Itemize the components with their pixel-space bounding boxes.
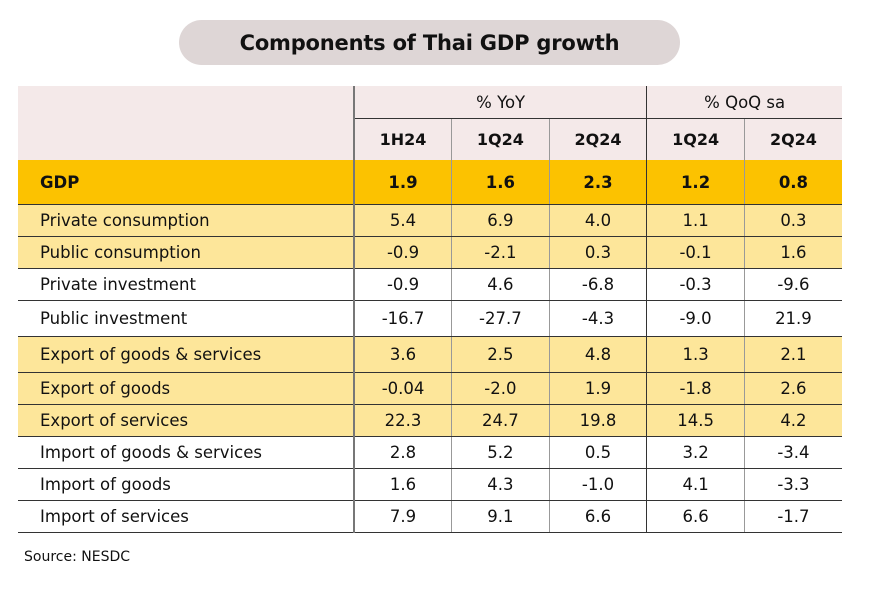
row-label: Import of services xyxy=(18,500,354,533)
table-row: Export of services 22.3 24.7 19.8 14.5 4.2 xyxy=(18,404,842,437)
header-group-qoq: % QoQ sa xyxy=(646,86,842,119)
value-yoy-2q24: 6.6 xyxy=(548,500,647,533)
page-title: Components of Thai GDP growth xyxy=(239,30,620,55)
row-label: Public consumption xyxy=(18,236,354,269)
value-qoq-1q24: 1.3 xyxy=(646,336,745,373)
value-qoq-2q24: 21.9 xyxy=(743,300,842,337)
row-label: Export of goods & services xyxy=(18,336,354,373)
value-yoy-1h24: -16.7 xyxy=(353,300,452,337)
value-qoq-1q24: -0.3 xyxy=(646,268,745,301)
table-row: Import of services 7.9 9.1 6.6 6.6 -1.7 xyxy=(18,500,842,533)
value-qoq-1q24: -9.0 xyxy=(646,300,745,337)
row-label: Private consumption xyxy=(18,204,354,237)
value-qoq-2q24: -3.3 xyxy=(743,468,842,501)
value-yoy-2q24: -6.8 xyxy=(548,268,647,301)
table-row: Private investment -0.9 4.6 -6.8 -0.3 -9.6 xyxy=(18,268,842,301)
header-label-cell xyxy=(18,86,354,160)
value-qoq-1q24: 4.1 xyxy=(646,468,745,501)
value-yoy-1h24: -0.9 xyxy=(353,236,452,269)
value-qoq-2q24: -3.4 xyxy=(743,436,842,469)
value-yoy-1q24: 4.6 xyxy=(451,268,550,301)
table-row: Export of goods -0.04 -2.0 1.9 -1.8 2.6 xyxy=(18,372,842,405)
value-qoq-1q24: -0.1 xyxy=(646,236,745,269)
source-note: Source: NESDC xyxy=(24,549,131,565)
value-qoq-2q24: 2.1 xyxy=(743,336,842,373)
value-yoy-1h24: -0.9 xyxy=(353,268,452,301)
value-yoy-1h24: 5.4 xyxy=(353,204,452,237)
value-yoy-1q24: 6.9 xyxy=(451,204,550,237)
row-label: Export of goods xyxy=(18,372,354,405)
value-yoy-1h24: 7.9 xyxy=(353,500,452,533)
value-yoy-2q24: 2.3 xyxy=(548,160,647,205)
row-label: Import of goods xyxy=(18,468,354,501)
value-yoy-1h24: -0.04 xyxy=(353,372,452,405)
value-yoy-2q24: 4.8 xyxy=(548,336,647,373)
value-yoy-1h24: 1.6 xyxy=(353,468,452,501)
value-yoy-1h24: 2.8 xyxy=(353,436,452,469)
gdp-total-row: GDP 1.9 1.6 2.3 1.2 0.8 xyxy=(18,160,842,205)
header-yoy-1q24: 1Q24 xyxy=(451,118,550,160)
row-label: Public investment xyxy=(18,300,354,337)
row-label: Private investment xyxy=(18,268,354,301)
value-yoy-1q24: 5.2 xyxy=(451,436,550,469)
value-qoq-1q24: 1.1 xyxy=(646,204,745,237)
value-yoy-1q24: -2.0 xyxy=(451,372,550,405)
value-yoy-1h24: 22.3 xyxy=(353,404,452,437)
value-yoy-1q24: 24.7 xyxy=(451,404,550,437)
header-yoy-1h24: 1H24 xyxy=(353,118,452,160)
header-period-row: 1H24 1Q24 2Q24 1Q24 2Q24 xyxy=(18,118,842,160)
value-qoq-1q24: 14.5 xyxy=(646,404,745,437)
row-label: Export of services xyxy=(18,404,354,437)
value-yoy-1q24: 1.6 xyxy=(451,160,550,205)
value-yoy-2q24: 0.3 xyxy=(548,236,647,269)
value-qoq-2q24: -9.6 xyxy=(743,268,842,301)
header-group-yoy: % YoY xyxy=(353,86,647,119)
value-qoq-2q24: 2.6 xyxy=(743,372,842,405)
value-qoq-1q24: 1.2 xyxy=(646,160,745,205)
value-qoq-1q24: -1.8 xyxy=(646,372,745,405)
value-yoy-1q24: -27.7 xyxy=(451,300,550,337)
title-banner: Components of Thai GDP growth xyxy=(179,20,680,65)
value-yoy-2q24: -1.0 xyxy=(548,468,647,501)
gdp-components-table: % YoY % QoQ sa 1H24 1Q24 2Q24 1Q24 2Q24 … xyxy=(18,86,842,533)
value-yoy-1q24: -2.1 xyxy=(451,236,550,269)
value-qoq-1q24: 3.2 xyxy=(646,436,745,469)
value-yoy-1q24: 9.1 xyxy=(451,500,550,533)
value-yoy-2q24: 19.8 xyxy=(548,404,647,437)
table-row: Public consumption -0.9 -2.1 0.3 -0.1 1.6 xyxy=(18,236,842,269)
table-row: Import of goods & services 2.8 5.2 0.5 3.2 -3… xyxy=(18,436,842,469)
value-qoq-2q24: 0.3 xyxy=(743,204,842,237)
value-yoy-1h24: 3.6 xyxy=(353,336,452,373)
value-qoq-1q24: 6.6 xyxy=(646,500,745,533)
value-qoq-2q24: 0.8 xyxy=(743,160,842,205)
header-group-row: % YoY % QoQ sa xyxy=(18,86,842,160)
value-qoq-2q24: 1.6 xyxy=(743,236,842,269)
value-qoq-2q24: 4.2 xyxy=(743,404,842,437)
header-yoy-2q24: 2Q24 xyxy=(548,118,647,160)
table-row: Public investment -16.7 -27.7 -4.3 -9.0 21.9 xyxy=(18,300,842,337)
table-row: Import of goods 1.6 4.3 -1.0 4.1 -3.3 xyxy=(18,468,842,501)
value-yoy-2q24: 1.9 xyxy=(548,372,647,405)
header-qoq-2q24: 2Q24 xyxy=(743,118,842,160)
value-yoy-2q24: 0.5 xyxy=(548,436,647,469)
header-qoq-1q24: 1Q24 xyxy=(646,118,745,160)
row-label: Import of goods & services xyxy=(18,436,354,469)
value-yoy-1h24: 1.9 xyxy=(353,160,452,205)
table-row: Private consumption 5.4 6.9 4.0 1.1 0.3 xyxy=(18,204,842,237)
row-label: GDP xyxy=(18,160,354,205)
value-qoq-2q24: -1.7 xyxy=(743,500,842,533)
value-yoy-2q24: -4.3 xyxy=(548,300,647,337)
value-yoy-1q24: 2.5 xyxy=(451,336,550,373)
value-yoy-2q24: 4.0 xyxy=(548,204,647,237)
value-yoy-1q24: 4.3 xyxy=(451,468,550,501)
table-row: Export of goods & services 3.6 2.5 4.8 1.3 2.… xyxy=(18,336,842,373)
